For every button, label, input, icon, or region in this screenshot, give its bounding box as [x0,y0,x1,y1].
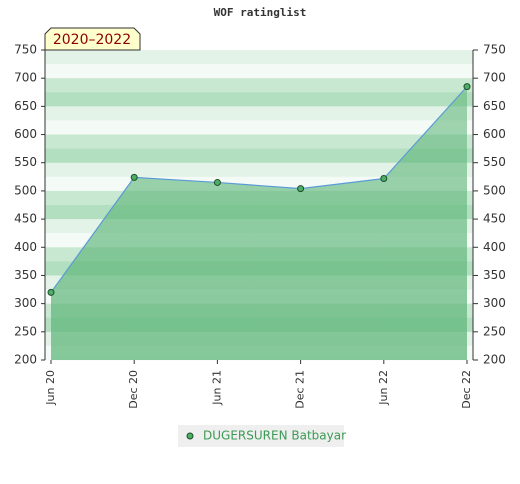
y2-tick-label: 250 [483,324,506,338]
x-tick-label: Dec 20 [127,370,140,409]
y-tick-label: 200 [14,353,37,367]
y2-tick-label: 200 [483,353,506,367]
y-tick-label: 750 [14,43,37,57]
y-tick-label: 700 [14,71,37,85]
x-tick-label: Jun 20 [44,370,57,406]
background-band [45,78,473,93]
y-tick-label: 500 [14,183,37,197]
y2-tick-label: 450 [483,212,506,226]
y-tick-label: 350 [14,268,37,282]
y-tick-label: 400 [14,240,37,254]
x-tick-label: Jun 22 [377,370,390,406]
legend-box [178,425,344,447]
point [380,175,388,183]
y-tick-label: 550 [14,155,37,169]
point [130,173,138,181]
point [297,185,305,193]
annotation-box [44,27,141,51]
x-tick-label: Dec 21 [294,370,307,409]
area [51,86,467,361]
y2-tick-label: 550 [483,155,506,169]
y2-tick-label: 700 [483,71,506,85]
background-band [45,134,473,150]
y2-tick-label: 500 [483,183,506,197]
y2-tick-label: 650 [483,99,506,113]
y-tick-label: 250 [14,324,37,338]
y2-tick-label: 350 [483,268,506,282]
point [47,288,55,296]
point [463,83,471,91]
y2-tick-label: 750 [483,43,506,57]
background-band [45,92,473,107]
y2-tick-label: 300 [483,296,506,310]
y-tick-label: 450 [14,212,37,226]
annotation: 2020–2022 [53,32,131,48]
y-tick-label: 600 [14,127,37,141]
legend-marker [186,432,194,440]
point [213,178,221,186]
y-tick-label: 650 [14,99,37,113]
y2-tick-label: 600 [483,127,506,141]
background-band [45,120,473,136]
line [50,86,468,293]
x-tick-label: Dec 22 [460,370,473,409]
background-band [45,50,473,65]
background-band [45,106,473,121]
background-band [45,64,473,79]
background-band [45,148,473,164]
y2-tick-label: 400 [483,240,506,254]
y-tick-label: 300 [14,296,37,310]
x-tick-label: Jun 21 [210,370,223,406]
legend-label: DUGERSUREN Batbayar [203,429,346,443]
chart-title: WOF ratinglist [214,6,307,19]
background-band [45,162,473,178]
